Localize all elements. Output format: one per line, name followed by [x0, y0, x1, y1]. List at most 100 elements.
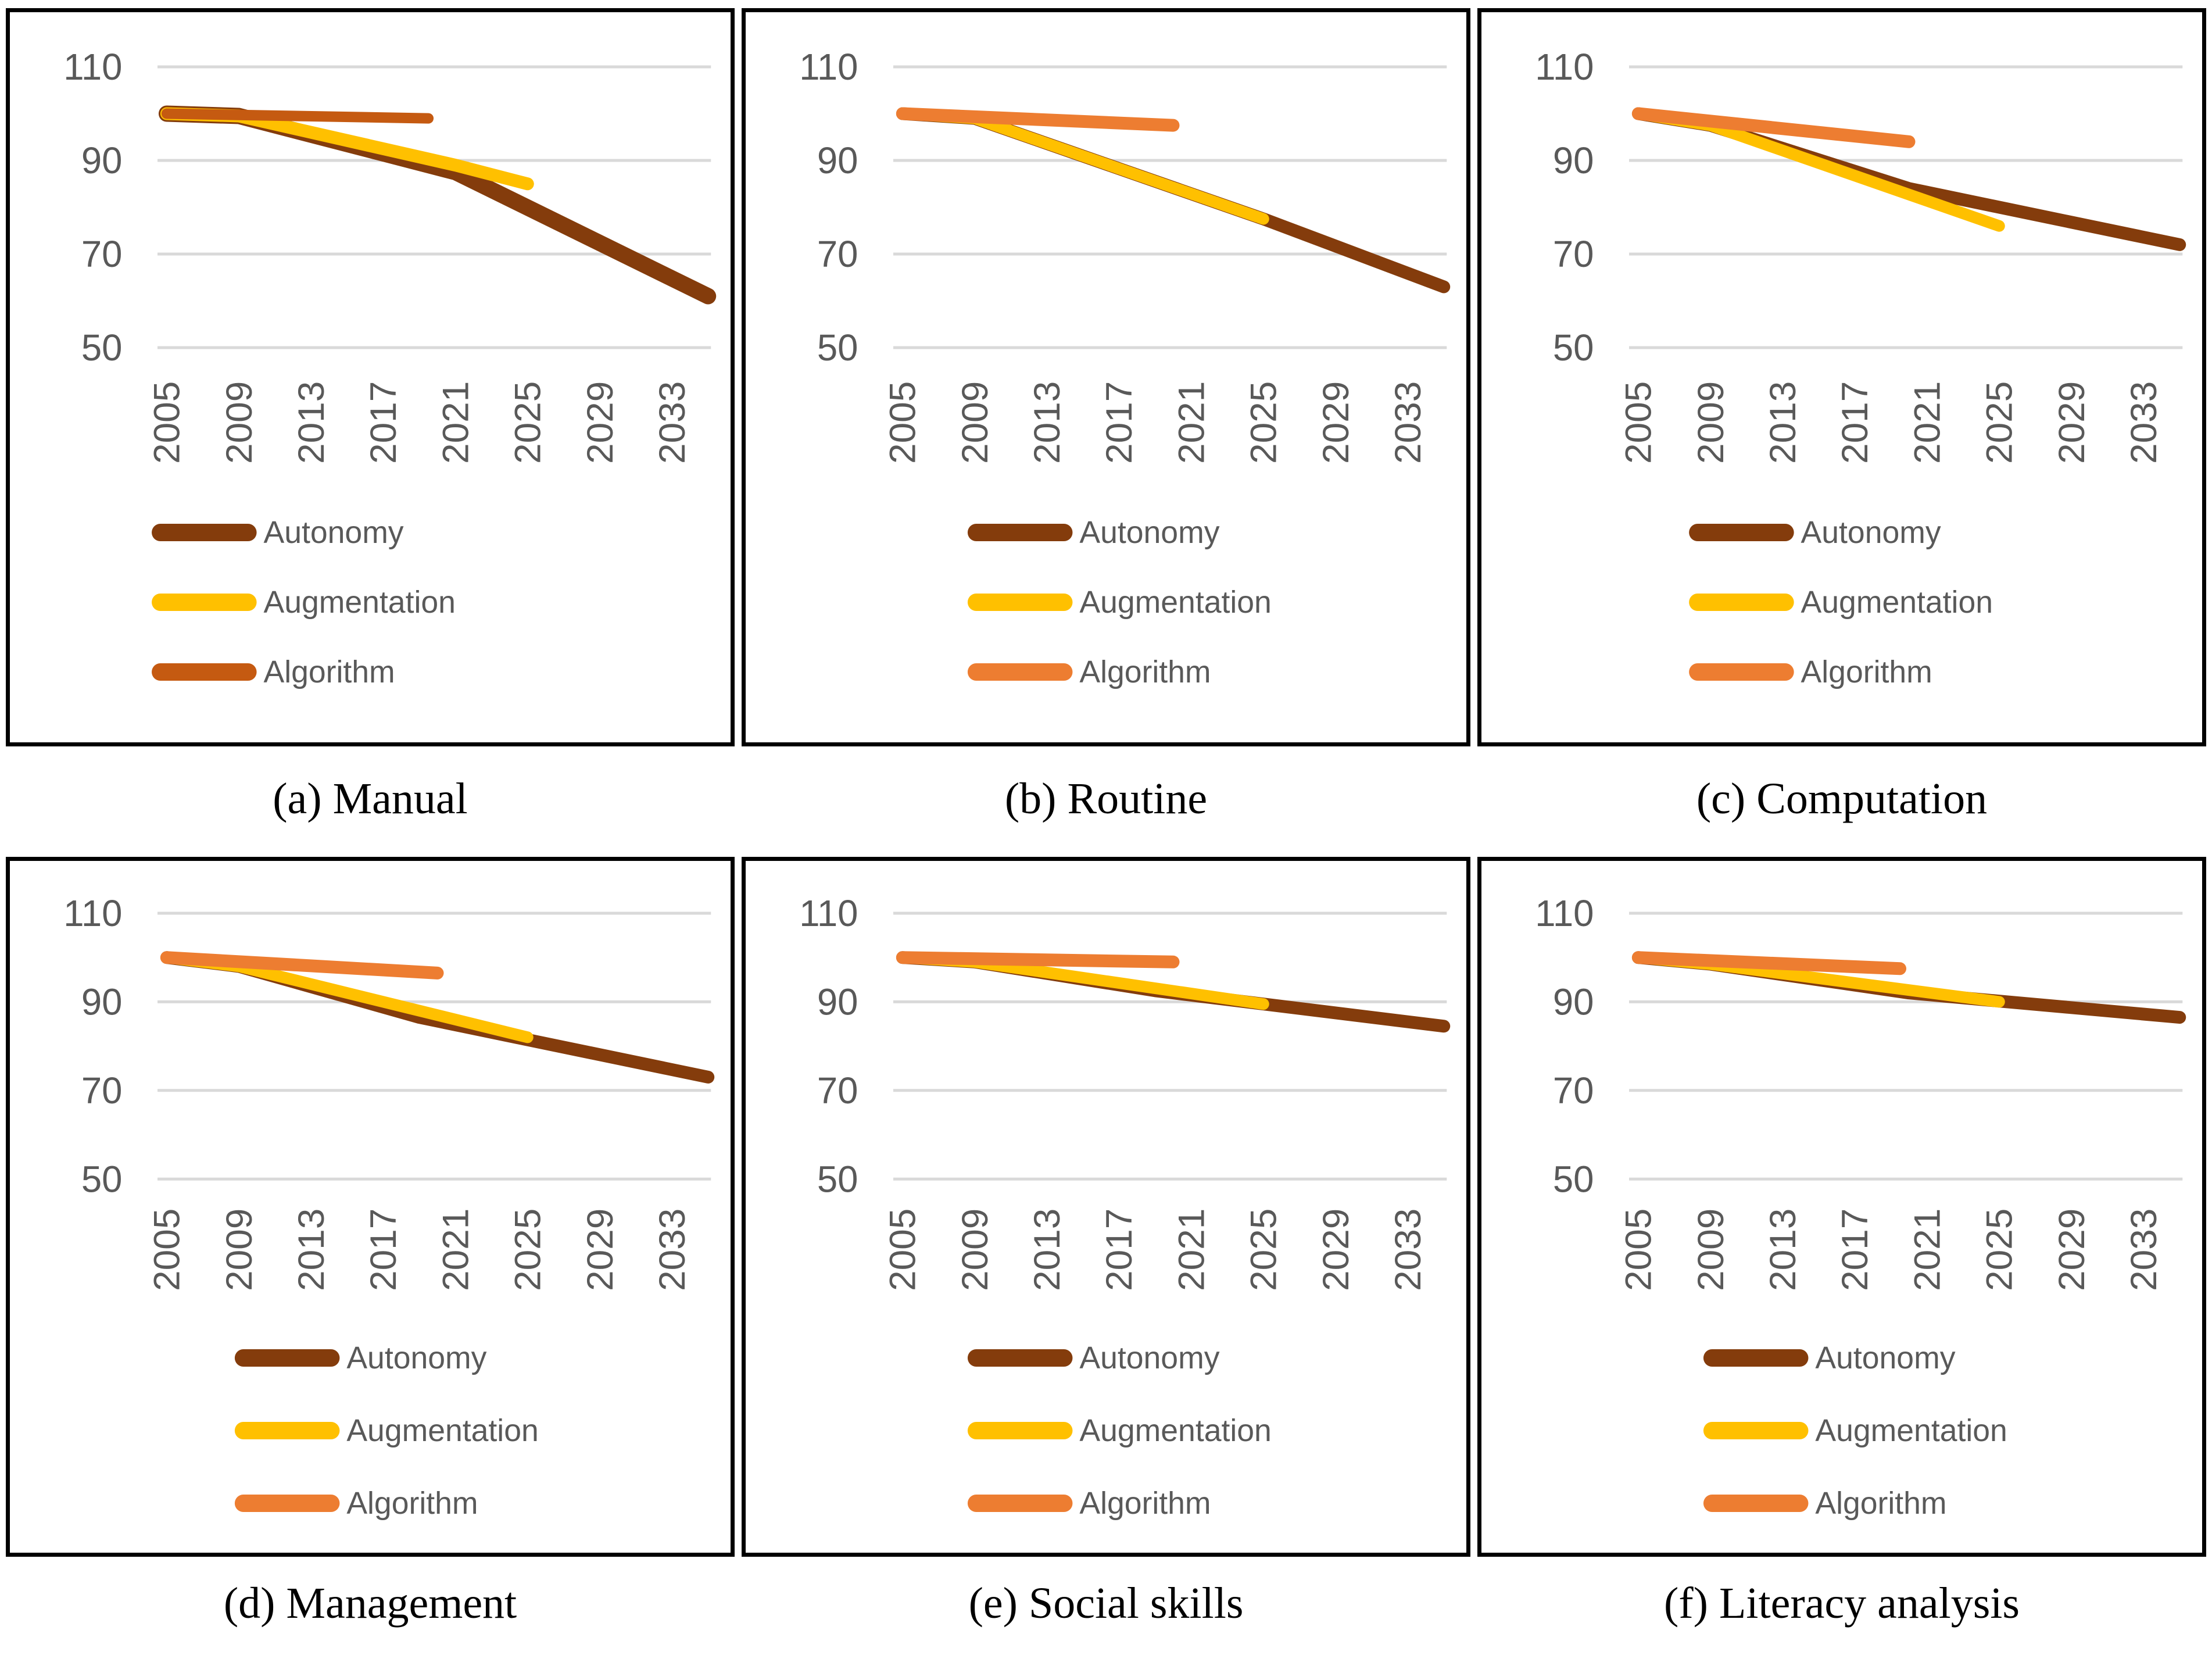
legend-swatch-augmentation: [1703, 1422, 1809, 1439]
x-tick-label: 2033: [1387, 1209, 1429, 1291]
legend-label-algorithm: Algorithm: [1079, 1486, 1211, 1521]
y-tick-label: 70: [1553, 1070, 1594, 1111]
x-tick-label: 2029: [1315, 1209, 1356, 1291]
x-tick-label: 2029: [2050, 381, 2092, 464]
legend-swatch-autonomy: [967, 524, 1073, 541]
caption-management: (d) Management: [223, 1578, 517, 1628]
chart-panel-routine: 110 90 70 50 2005 2009 2013 2017 2021 2025 2029 203…: [742, 8, 1470, 746]
legend-swatch-algorithm: [967, 1495, 1073, 1512]
y-tick-label: 110: [799, 46, 858, 88]
caption-manual: (a) Manual: [273, 774, 468, 823]
x-tick-label: 2017: [362, 1209, 404, 1291]
x-tick-label: 2017: [1098, 1209, 1140, 1291]
legend-label-autonomy: Autonomy: [263, 515, 403, 550]
x-tick-label: 2021: [1906, 1209, 1948, 1291]
legend-label-algorithm: Algorithm: [1801, 655, 1932, 689]
legend-label-augmentation: Augmentation: [263, 585, 455, 620]
x-tick-label: 2009: [954, 1209, 996, 1291]
algorithm-line: [160, 951, 444, 980]
x-tick-label: 2009: [218, 1209, 260, 1291]
x-tick-label: 2021: [435, 1209, 477, 1291]
autonomy-line: [158, 105, 717, 305]
legend-swatch-algorithm: [967, 663, 1073, 681]
legend-label-autonomy: Autonomy: [1815, 1341, 1955, 1375]
legend-label-algorithm: Algorithm: [263, 655, 395, 689]
legend-label-augmentation: Augmentation: [1815, 1413, 2007, 1448]
x-tick-label: 2021: [1171, 1209, 1212, 1291]
legend-label-augmentation: Augmentation: [1079, 1413, 1271, 1448]
x-tick-label: 2009: [1690, 1209, 1731, 1291]
legend-label-autonomy: Autonomy: [1079, 515, 1219, 550]
x-tick-label: 2009: [954, 381, 996, 464]
legend-swatch-autonomy: [1689, 524, 1794, 541]
y-tick-label: 50: [81, 327, 123, 369]
legend-swatch-augmentation: [967, 1422, 1073, 1439]
y-tick-label: 70: [81, 1070, 123, 1111]
x-tick-label: 2033: [1387, 381, 1429, 464]
x-tick-label: 2029: [579, 381, 621, 464]
y-tick-label: 110: [1535, 46, 1594, 88]
x-tick-label: 2025: [1243, 1209, 1284, 1291]
y-tick-label: 90: [81, 140, 123, 181]
legend-label-autonomy: Autonomy: [1801, 515, 1941, 550]
y-tick-label: 50: [817, 327, 858, 369]
x-tick-label: 2005: [146, 1209, 188, 1291]
algorithm-line: [161, 108, 434, 124]
autonomy-line: [896, 107, 1451, 294]
social-skills-chart: 110 90 70 50 2005 2009 2013 2017 2021 2025 2029 203…: [799, 892, 1451, 1521]
x-tick-label: 2025: [507, 381, 549, 464]
caption-routine: (b) Routine: [1004, 774, 1208, 823]
legend-label-autonomy: Autonomy: [1079, 1341, 1219, 1375]
x-tick-label: 2013: [290, 381, 332, 464]
y-tick-label: 90: [817, 140, 858, 181]
algorithm-line: [1631, 107, 1916, 148]
x-tick-label: 2025: [1243, 381, 1284, 464]
y-tick-label: 70: [817, 233, 858, 275]
caption-social-skills: (e) Social skills: [968, 1578, 1244, 1628]
y-tick-label: 110: [1535, 892, 1594, 934]
chart-panel-literacy-analysis: 110 90 70 50 2005 2009 2013 2017 2021 2025 2029 203…: [1477, 857, 2206, 1557]
y-tick-label: 50: [1553, 1158, 1594, 1200]
algorithm-line: [1631, 951, 1907, 975]
x-tick-label: 2017: [362, 381, 404, 464]
legend-label-autonomy: Autonomy: [346, 1341, 486, 1375]
x-tick-label: 2021: [1171, 381, 1212, 464]
x-tick-label: 2021: [1906, 381, 1948, 464]
legend-swatch-augmentation: [234, 1422, 340, 1439]
y-tick-label: 50: [817, 1158, 858, 1200]
legend-label-algorithm: Algorithm: [346, 1486, 478, 1521]
routine-chart: 110 90 70 50 2005 2009 2013 2017 2021 2025 2029 203…: [799, 46, 1451, 689]
legend-swatch-algorithm: [152, 663, 257, 681]
legend-swatch-algorithm: [1689, 663, 1794, 681]
y-tick-label: 50: [81, 1158, 123, 1200]
y-tick-label: 70: [817, 1070, 858, 1111]
legend-label-augmentation: Augmentation: [1079, 585, 1271, 620]
x-tick-label: 2013: [1762, 1209, 1803, 1291]
x-tick-label: 2009: [1690, 381, 1731, 464]
x-tick-label: 2029: [579, 1209, 621, 1291]
legend-swatch-algorithm: [234, 1495, 340, 1512]
x-tick-label: 2013: [1026, 381, 1068, 464]
computation-chart: 110 90 70 50 2005 2009 2013 2017 2021 2025 2029 203…: [1535, 46, 2186, 689]
caption-computation: (c) Computation: [1696, 774, 1988, 823]
legend-swatch-augmentation: [1689, 594, 1794, 611]
chart-panel-manual: 110 90 70 50 2005 2009 2013 2017 2021 2025 2029 203…: [6, 8, 735, 746]
legend-swatch-autonomy: [152, 524, 257, 541]
y-tick-label: 70: [81, 233, 123, 275]
x-tick-label: 2033: [2122, 1209, 2164, 1291]
augmentation-line: [896, 108, 1269, 225]
x-tick-label: 2013: [1762, 381, 1803, 464]
x-tick-label: 2013: [290, 1209, 332, 1291]
x-tick-label: 2005: [146, 381, 188, 464]
y-tick-label: 90: [81, 981, 123, 1023]
y-tick-label: 70: [1553, 233, 1594, 275]
x-tick-label: 2029: [2050, 1209, 2092, 1291]
y-tick-label: 110: [63, 46, 122, 88]
y-tick-label: 110: [799, 892, 858, 934]
x-tick-label: 2009: [218, 381, 260, 464]
algorithm-line: [896, 951, 1180, 968]
algorithm-line: [896, 107, 1180, 132]
x-tick-label: 2033: [651, 381, 693, 464]
x-tick-label: 2005: [1617, 1209, 1659, 1291]
